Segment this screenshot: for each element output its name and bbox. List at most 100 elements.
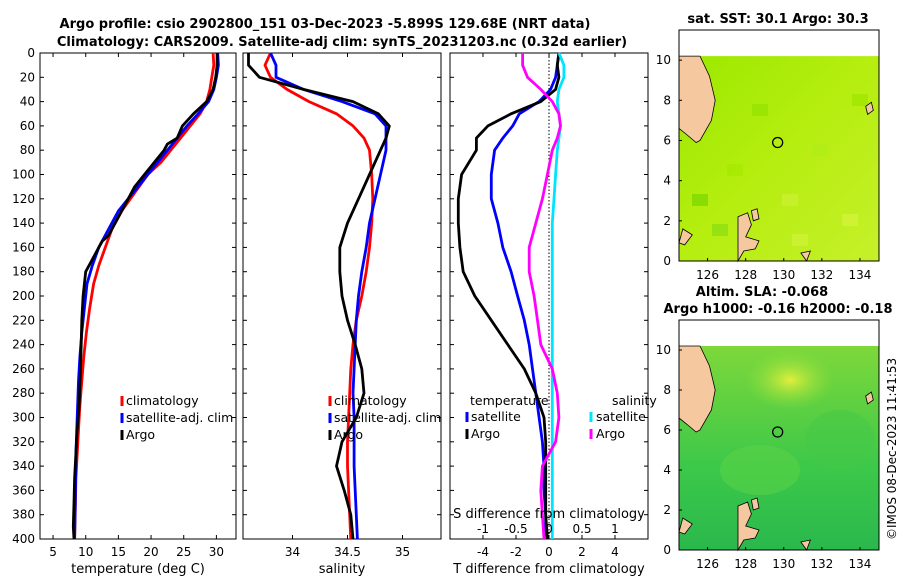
top-axis-label: S difference from climatology (453, 507, 645, 522)
land-morotai (750, 208, 760, 222)
series-temp-argo (456, 52, 561, 540)
x-tick-label: 130 (772, 268, 795, 282)
land-mindanao (678, 55, 716, 143)
x-tick-label: 25 (176, 545, 191, 559)
y-tick-label: 140 (12, 216, 35, 230)
y-tick-label: 0 (663, 254, 671, 268)
x-tick-label: 30 (209, 545, 224, 559)
y-tick-label: 6 (663, 423, 671, 437)
y-tick-label: 8 (663, 383, 671, 397)
map-frame (678, 29, 880, 262)
x-tick-label: 20 (143, 545, 158, 559)
y-tick-label: 360 (12, 483, 35, 497)
y-tick-label: 180 (12, 265, 35, 279)
salinity-panel: 34 34.5 35 salinity climatology satellite-adj… (242, 52, 442, 577)
y-tick-label: 10 (656, 343, 671, 357)
top-tick-label: -1 (477, 522, 489, 536)
x-tick-label: 128 (734, 268, 757, 282)
sla-map-panel: 126 128 130 132 134 0 2 4 6 8 10 Altim. SLA: -0.068… (656, 285, 893, 571)
sst-patch (792, 234, 808, 246)
legend-label: Argo (126, 427, 155, 442)
x-tick-label: 15 (111, 545, 126, 559)
series-satellite (269, 52, 388, 540)
legend-label: Argo (334, 427, 363, 442)
sla-patch (805, 410, 875, 470)
y-tick-label: 10 (656, 53, 671, 67)
sst-patch (812, 144, 828, 156)
x-tick-label: 10 (78, 545, 93, 559)
y-tick-label: 0 (663, 543, 671, 557)
y-tick-label: 2 (663, 503, 671, 517)
argo-position-marker (772, 426, 784, 438)
x-tick-label: 134 (848, 268, 871, 282)
sla-high-anomaly (745, 350, 835, 410)
top-tick-label: -0.5 (504, 522, 527, 536)
legend-label: satellite-adj. clim (126, 410, 233, 425)
y-tick-label: 120 (12, 192, 35, 206)
land-waigeo (800, 539, 812, 551)
map-frame (678, 319, 880, 551)
legend-label: climatology (126, 393, 199, 408)
x-tick-label: 132 (810, 268, 833, 282)
y-tick-label: 0 (27, 46, 35, 60)
x-tick-label: 134 (848, 557, 871, 571)
series-sal-argo (521, 53, 562, 540)
timestamp-label: ©IMOS 08-Dec-2023 11:41:53 (885, 358, 899, 540)
temperature-panel: 5 10 15 20 25 3002040608010012014016018020022… (12, 46, 237, 577)
y-tick-label: 200 (12, 289, 35, 303)
sst-patch (692, 194, 708, 206)
x-tick-label: 34.5 (334, 545, 361, 559)
y-tick-label: 280 (12, 386, 35, 400)
land-palau (865, 101, 874, 116)
land-sulawesi-tip (678, 228, 693, 246)
legend-label: climatology (334, 393, 407, 408)
sst-patch (727, 164, 743, 176)
x-tick-label: 128 (734, 557, 757, 571)
y-tick-label: 340 (12, 459, 35, 473)
x-axis-label: salinity (319, 562, 366, 577)
x-tick-label: -2 (510, 545, 522, 559)
y-tick-label: 260 (12, 362, 35, 376)
sla-patch (720, 445, 800, 495)
y-tick-label: 100 (12, 168, 35, 182)
x-tick-label: 126 (696, 557, 719, 571)
series-sal-satellite (550, 52, 566, 539)
y-tick-label: 300 (12, 411, 35, 425)
x-tick-label: 34 (285, 545, 300, 559)
x-axis-label: temperature (deg C) (71, 562, 205, 577)
legend-label: satellite (596, 409, 646, 424)
y-tick-label: 4 (663, 463, 671, 477)
legend-label: Argo (596, 426, 625, 441)
sst-patch (752, 104, 768, 116)
sst-map-title: sat. SST: 30.1 Argo: 30.3 (687, 12, 868, 27)
sst-patch (712, 224, 728, 236)
y-tick-label: 6 (663, 133, 671, 147)
top-tick-label: 0 (545, 522, 553, 536)
x-tick-label: 5 (49, 545, 57, 559)
land-palau (865, 391, 874, 405)
x-axis-label: T difference from climatology (452, 562, 645, 577)
y-tick-label: 8 (663, 93, 671, 107)
difference-panel: -4 -2 0 2 4 T difference from climatology temp… (449, 52, 657, 577)
sst-patch (842, 214, 858, 226)
land-morotai (750, 497, 760, 511)
x-tick-label: 4 (611, 545, 619, 559)
y-tick-label: 240 (12, 338, 35, 352)
sla-map-title-line2: Argo h1000: -0.16 h2000: -0.18 (663, 302, 892, 317)
x-tick-label: 126 (696, 268, 719, 282)
y-tick-label: 160 (12, 240, 35, 254)
y-tick-label: 4 (663, 174, 671, 188)
series-argo (247, 53, 391, 540)
plot-frame (39, 52, 237, 540)
land-halmahera (737, 212, 760, 263)
land-waigeo (800, 250, 812, 262)
legend-label: satellite-adj. clim (334, 410, 441, 425)
top-tick-label: 1 (611, 522, 619, 536)
figure-title-line2: Climatology: CARS2009. Satellite-adj cli… (57, 35, 627, 50)
x-tick-label: -4 (477, 545, 489, 559)
legend-label: Argo (471, 426, 500, 441)
argo-position-marker (772, 136, 784, 149)
x-tick-label: 0 (545, 545, 553, 559)
y-tick-label: 220 (12, 313, 35, 327)
